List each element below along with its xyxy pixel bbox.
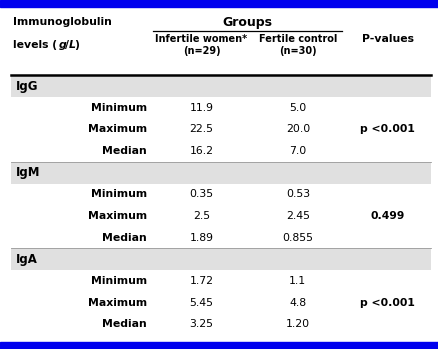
Text: /: / (65, 40, 69, 51)
Text: 1.1: 1.1 (289, 276, 307, 286)
Text: 0.855: 0.855 (283, 233, 313, 243)
Text: 20.0: 20.0 (286, 125, 310, 134)
Text: Fertile control
(n=30): Fertile control (n=30) (259, 34, 337, 56)
Text: 2.5: 2.5 (193, 211, 210, 221)
Text: Infertile women*
(n=29): Infertile women* (n=29) (155, 34, 247, 56)
Text: L: L (68, 40, 75, 51)
Text: 0.499: 0.499 (371, 211, 405, 221)
Text: Maximum: Maximum (88, 125, 147, 134)
Text: Minimum: Minimum (91, 276, 147, 286)
Text: IgG: IgG (16, 80, 39, 93)
Text: levels (: levels ( (13, 40, 57, 51)
Text: Median: Median (102, 319, 147, 329)
Text: Minimum: Minimum (91, 190, 147, 199)
Text: Immunoglobulin: Immunoglobulin (13, 17, 112, 27)
Text: 7.0: 7.0 (289, 146, 307, 156)
Text: Groups: Groups (223, 16, 272, 29)
Text: Maximum: Maximum (88, 211, 147, 221)
Text: p <0.001: p <0.001 (360, 298, 415, 307)
Text: IgA: IgA (16, 253, 38, 266)
Text: ): ) (74, 40, 79, 51)
Text: Maximum: Maximum (88, 298, 147, 307)
Text: Median: Median (102, 233, 147, 243)
Text: 5.45: 5.45 (190, 298, 213, 307)
Text: 0.53: 0.53 (286, 190, 310, 199)
Text: 4.8: 4.8 (289, 298, 307, 307)
Text: 16.2: 16.2 (190, 146, 213, 156)
Text: 1.89: 1.89 (190, 233, 213, 243)
Bar (11, 248, 431, 270)
Text: 1.20: 1.20 (286, 319, 310, 329)
Text: g: g (59, 40, 67, 51)
Text: P-values: P-values (362, 34, 413, 44)
Text: 11.9: 11.9 (190, 103, 213, 113)
Text: Median: Median (102, 146, 147, 156)
Text: 1.72: 1.72 (190, 276, 213, 286)
Text: 22.5: 22.5 (190, 125, 213, 134)
Text: 2.45: 2.45 (286, 211, 310, 221)
Text: 3.25: 3.25 (190, 319, 213, 329)
Text: 5.0: 5.0 (289, 103, 307, 113)
Text: 0.35: 0.35 (189, 190, 214, 199)
Text: Minimum: Minimum (91, 103, 147, 113)
Text: IgM: IgM (16, 166, 41, 179)
Bar (11, 75, 431, 97)
Text: p <0.001: p <0.001 (360, 125, 415, 134)
Bar (11, 162, 431, 184)
